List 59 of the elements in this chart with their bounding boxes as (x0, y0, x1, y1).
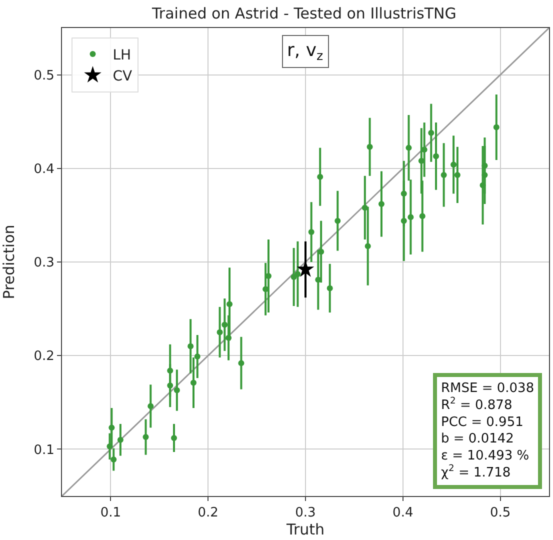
point (433, 153, 440, 160)
point (148, 403, 154, 410)
point (190, 380, 196, 386)
point (167, 368, 174, 374)
point (216, 329, 223, 336)
point (378, 200, 384, 207)
point (294, 271, 301, 278)
x-tick-label: 0.4 (392, 506, 414, 521)
x-tick-label: 0.2 (198, 506, 218, 521)
point (428, 130, 434, 136)
text: RMSE = 0.038 R$^{2}$ = 0.878 PCC = 0.951 b = 0.0142 ε = 10.493 % χ$^{2}$ = 1.718 (441, 381, 534, 480)
point (108, 424, 115, 431)
point (480, 182, 486, 188)
point (226, 334, 232, 341)
point (454, 172, 460, 178)
point (317, 174, 324, 180)
point (493, 124, 500, 130)
y-tick-label: 0.5 (34, 68, 54, 84)
point (326, 285, 333, 292)
point (406, 144, 412, 151)
legend-label: LH (112, 47, 132, 64)
point (117, 436, 124, 443)
point (400, 218, 407, 224)
annotation: r, v$_{z}$ (287, 40, 324, 63)
point (194, 354, 200, 360)
point (366, 144, 373, 150)
legend-label: CV (112, 68, 133, 85)
point (400, 190, 407, 197)
x-tick-label: 0.5 (490, 506, 511, 521)
point (364, 243, 371, 250)
point (440, 172, 447, 178)
y-tick-label: 0.1 (34, 442, 54, 458)
point (171, 434, 178, 441)
point (362, 204, 368, 211)
y-tick-label: 0.4 (34, 162, 54, 177)
point (318, 248, 324, 255)
point (308, 229, 314, 236)
y-axis-title: Prediction (0, 224, 18, 300)
point (238, 360, 244, 366)
point (482, 162, 488, 169)
point (142, 434, 149, 440)
point (334, 218, 341, 224)
point (110, 456, 117, 462)
x-tick-label: 0.3 (295, 506, 316, 521)
x-axis-title: Truth (285, 520, 325, 539)
point (482, 172, 488, 178)
point (226, 301, 233, 308)
point (174, 387, 180, 394)
point (450, 162, 457, 168)
point (222, 322, 228, 328)
x-tick-label: 0.1 (100, 506, 122, 521)
point (419, 213, 426, 220)
y-tick-label: 0.3 (34, 256, 54, 271)
point (167, 382, 174, 389)
point (188, 343, 194, 350)
point (106, 443, 113, 450)
point (408, 214, 414, 220)
y-tick-label: 0.2 (34, 349, 54, 364)
chart-title: Trained on Astrid - Tested on IllustrisTNG (150, 4, 456, 23)
